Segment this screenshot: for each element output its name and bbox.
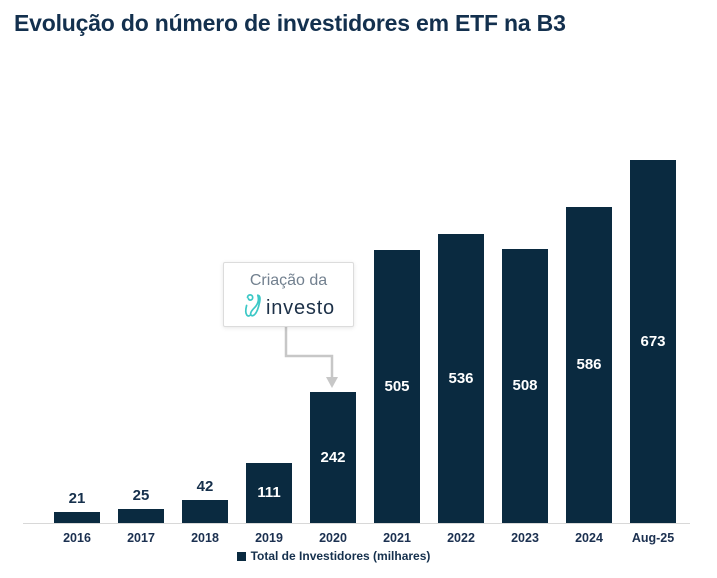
- bar-value-label-2020: 242: [320, 449, 346, 466]
- x-tick-label-2022: 2022: [447, 531, 475, 545]
- investo-logo: investo: [242, 293, 335, 319]
- x-tick-label-Aug-25: Aug-25: [631, 531, 675, 545]
- bar-2016: [54, 512, 100, 523]
- annotation-text: Criação da: [249, 272, 328, 289]
- bar-2019: [246, 463, 292, 523]
- bar-Aug-25: [630, 160, 676, 523]
- x-axis-line: [23, 523, 690, 524]
- legend-marker: [236, 551, 246, 561]
- bar-2022: [438, 234, 484, 523]
- bar-value-label-2021: 505: [384, 378, 410, 395]
- x-tick-label-2017: 2017: [127, 531, 155, 545]
- x-tick-label-2021: 2021: [383, 531, 411, 545]
- x-tick-label-2024: 2024: [575, 531, 603, 545]
- legend: Total de Investidores (milhares): [0, 549, 692, 563]
- annotation-callout: Criação da investo: [223, 262, 354, 327]
- bar-value-label-2019: 111: [257, 484, 281, 501]
- x-tick-label-2016: 2016: [63, 531, 91, 545]
- bar-2020: [310, 392, 356, 523]
- bar-value-label-2024: 586: [576, 356, 602, 373]
- bar-value-label-2017: 25: [132, 487, 150, 504]
- bar-value-label-Aug-25: 673: [640, 333, 666, 350]
- bar-2021: [374, 250, 420, 523]
- investo-logo-text: investo: [266, 297, 335, 319]
- x-tick-label-2019: 2019: [255, 531, 283, 545]
- legend-label: Total de Investidores (milhares): [250, 549, 431, 563]
- bar-2023: [502, 249, 548, 523]
- bar-2018: [182, 500, 228, 523]
- investo-logo-icon: [244, 294, 261, 317]
- bar-value-label-2018: 42: [196, 478, 214, 495]
- bar-value-label-2022: 536: [448, 370, 474, 387]
- x-tick-label-2023: 2023: [511, 531, 539, 545]
- page-title: Evolução do número de investidores em ET…: [14, 10, 566, 36]
- x-tick-label-2020: 2020: [319, 531, 347, 545]
- bar-value-label-2023: 508: [512, 377, 538, 394]
- bar-2024: [566, 207, 612, 523]
- annotation-arrow: [284, 324, 338, 388]
- bar-2017: [118, 509, 164, 523]
- bar-value-label-2016: 21: [68, 490, 86, 507]
- x-tick-label-2018: 2018: [191, 531, 219, 545]
